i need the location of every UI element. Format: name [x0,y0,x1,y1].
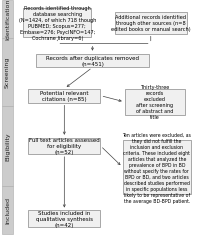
Text: Eligibility: Eligibility [5,132,10,160]
FancyBboxPatch shape [28,89,100,103]
Text: Records after duplicates removed
(n=451): Records after duplicates removed (n=451) [46,56,138,67]
Text: Ten articles were excluded, as
they did not fulfill the
inclusion and exclusion
: Ten articles were excluded, as they did … [122,132,190,203]
Text: Identification: Identification [5,0,10,40]
Text: Potential relevant
citations (n=85): Potential relevant citations (n=85) [40,91,88,102]
Text: Full text articles assessed
for eligibility
(n=52): Full text articles assessed for eligibil… [29,138,99,155]
Bar [2,106,13,186]
Bar [2,0,13,39]
FancyBboxPatch shape [28,138,100,154]
FancyBboxPatch shape [28,210,100,227]
Bar [2,39,13,106]
FancyBboxPatch shape [124,89,184,116]
Text: Screening: Screening [5,57,10,88]
Text: Included: Included [5,196,10,224]
Bar [2,186,13,234]
Text: Records identified through
database searching
(N=1424, of which 718 though
PUBME: Records identified through database sear… [19,6,95,41]
FancyBboxPatch shape [114,13,186,34]
Text: Additional records identified
through other sources (n=8
edited books or manual : Additional records identified through ot… [110,15,190,32]
FancyBboxPatch shape [23,9,91,38]
FancyBboxPatch shape [36,54,148,68]
Text: Thirty-three
records
excluded
after screening
of abstract and
title: Thirty-three records excluded after scre… [135,85,173,120]
Text: Studies included in
qualitative synthesis
(n=42): Studies included in qualitative synthesi… [36,210,92,227]
FancyBboxPatch shape [122,140,190,194]
